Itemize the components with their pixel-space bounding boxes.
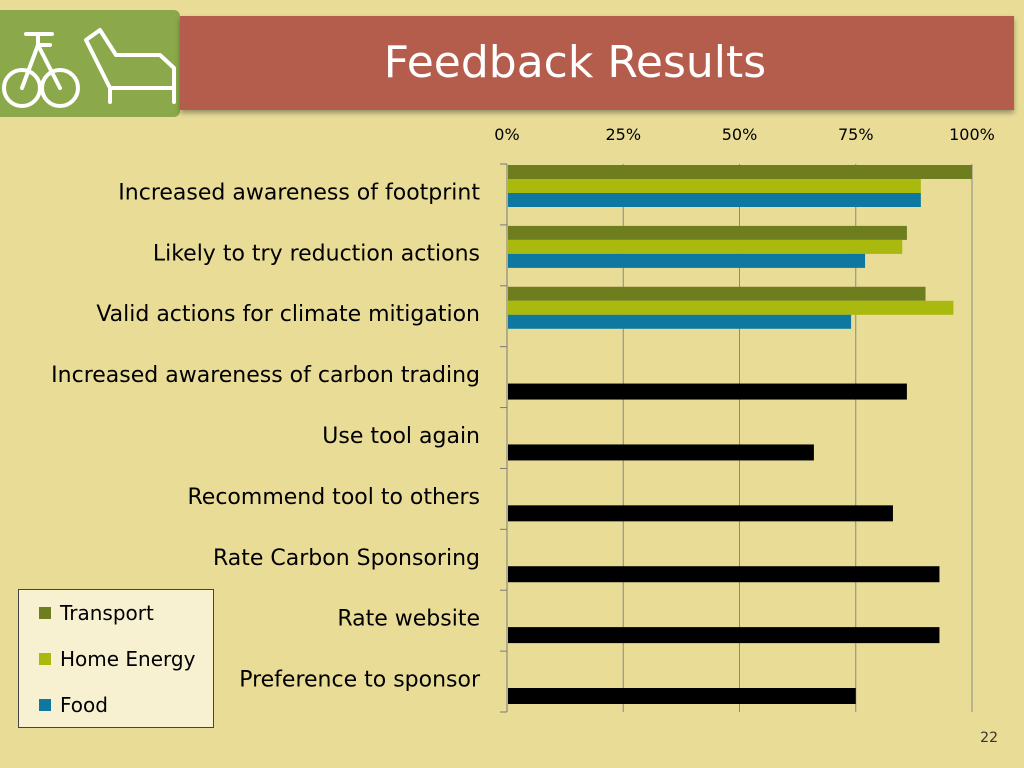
legend-swatch-food xyxy=(39,699,51,711)
category-label: Valid actions for climate mitigation xyxy=(96,302,480,327)
category-label: Use tool again xyxy=(322,424,480,449)
bar-home-energy xyxy=(508,179,921,193)
category-label: Rate website xyxy=(337,607,480,632)
legend-item-home-energy: Home Energy xyxy=(39,647,195,671)
bar-food xyxy=(508,314,852,329)
bar-transport xyxy=(508,225,907,240)
x-tick-label: 25% xyxy=(605,125,641,144)
legend-label-home-energy: Home Energy xyxy=(60,647,196,671)
bar-food xyxy=(508,193,921,207)
category-label: Recommend tool to others xyxy=(188,485,481,510)
bar-home-energy xyxy=(508,300,954,315)
chart-legend: Transport Home Energy Food xyxy=(18,589,214,728)
legend-swatch-transport xyxy=(39,607,51,619)
x-tick-label: 0% xyxy=(494,125,519,144)
legend-swatch-home-energy xyxy=(39,653,51,665)
bar-overall xyxy=(508,688,856,704)
legend-label-food: Food xyxy=(60,693,108,717)
category-label: Rate Carbon Sponsoring xyxy=(213,546,480,571)
bar-overall xyxy=(508,566,940,583)
category-label: Increased awareness of carbon trading xyxy=(51,363,480,388)
bar-transport xyxy=(508,286,926,301)
category-label: Preference to sponsor xyxy=(239,668,481,693)
category-label: Likely to try reduction actions xyxy=(153,241,480,266)
bar-food xyxy=(508,253,866,268)
bar-overall xyxy=(508,627,940,644)
category-label: Increased awareness of footprint xyxy=(118,180,480,205)
x-tick-label: 50% xyxy=(722,125,758,144)
title-banner xyxy=(180,16,1014,110)
legend-label-transport: Transport xyxy=(60,601,154,625)
legend-item-transport: Transport xyxy=(39,601,154,625)
bar-overall xyxy=(508,383,907,400)
armchair-icon xyxy=(84,28,176,104)
bar-overall xyxy=(508,505,893,522)
logo-panel xyxy=(0,10,180,117)
bicycle-icon xyxy=(2,32,80,108)
bar-transport xyxy=(508,165,972,179)
x-tick-label: 100% xyxy=(949,125,995,144)
slide-title: Feedback Results xyxy=(383,37,767,88)
legend-item-food: Food xyxy=(39,693,108,717)
page-number: 22 xyxy=(980,730,998,746)
bar-home-energy xyxy=(508,239,903,254)
bar-overall xyxy=(508,444,814,461)
x-tick-label: 75% xyxy=(838,125,874,144)
